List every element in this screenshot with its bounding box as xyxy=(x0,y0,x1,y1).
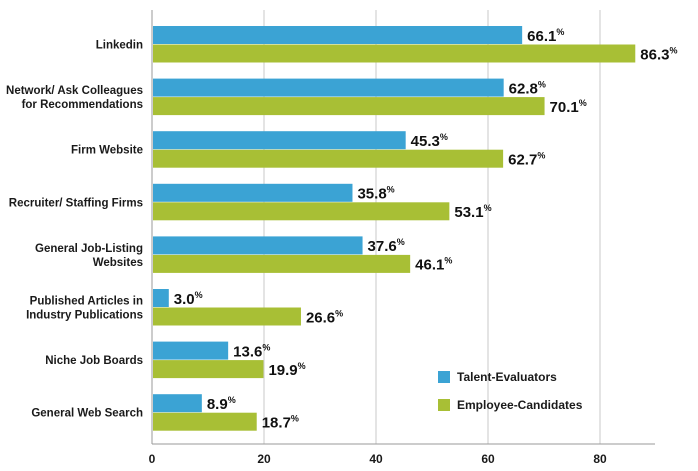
category-label: Published Articles in xyxy=(30,296,143,308)
data-label: 19.9% xyxy=(268,361,305,379)
value-labels: 66.1% 86.3% 62.8%70.1% 45.3% 62.7% 35.8% 53.1%… xyxy=(174,27,678,432)
category-label: Websites xyxy=(93,257,143,269)
data-label: 62.8% xyxy=(509,79,546,97)
gridlines xyxy=(151,10,655,445)
bar-talent-evaluators xyxy=(153,394,202,413)
bar-employee-candidates xyxy=(153,97,545,116)
data-label: 35.8% xyxy=(357,185,394,203)
data-label: 66.1% xyxy=(527,27,564,45)
data-label: 37.6% xyxy=(368,237,405,255)
x-tick-label: 80 xyxy=(593,452,607,466)
data-label: 26.6% xyxy=(306,308,343,326)
category-label: for Recommendations xyxy=(22,99,143,111)
x-axis-ticks: 0 20 40 60 80 xyxy=(149,452,607,466)
legend-label-employee-candidates: Employee-Candidates xyxy=(457,398,583,412)
x-tick-label: 40 xyxy=(369,452,383,466)
x-tick-label: 20 xyxy=(257,452,271,466)
bar-employee-candidates xyxy=(153,360,264,379)
bars xyxy=(153,26,636,431)
category-label: General Web Search xyxy=(31,408,143,420)
data-label: 86.3% xyxy=(640,45,677,63)
data-label: 46.1% xyxy=(415,256,452,274)
data-label: 3.0% xyxy=(174,290,203,308)
category-label: Network/ Ask Colleagues xyxy=(6,85,143,97)
data-label: 18.7% xyxy=(262,413,299,431)
bar-employee-candidates xyxy=(153,202,450,221)
bar-talent-evaluators xyxy=(153,183,353,202)
data-label: 62.7% xyxy=(508,150,545,168)
category-label: Industry Publications xyxy=(26,310,143,322)
bar-employee-candidates xyxy=(153,44,636,63)
bar-employee-candidates xyxy=(153,254,411,273)
data-label: 45.3% xyxy=(411,132,448,150)
bar-talent-evaluators xyxy=(153,236,363,255)
legend-swatch-employee-candidates xyxy=(438,399,450,411)
x-tick-label: 60 xyxy=(481,452,495,466)
bar-talent-evaluators xyxy=(153,289,169,307)
bar-talent-evaluators xyxy=(153,26,523,44)
category-label: Niche Job Boards xyxy=(45,355,143,367)
category-labels: Linkedin Network/ Ask Colleagues for Recom… xyxy=(6,40,143,420)
data-label: 53.1% xyxy=(454,203,491,221)
data-label: 70.1% xyxy=(550,98,587,116)
category-label: Recruiter/ Staffing Firms xyxy=(9,197,143,209)
legend-label-talent-evaluators: Talent-Evaluators xyxy=(457,370,557,384)
category-label: General Job-Listing xyxy=(35,243,143,255)
bar-talent-evaluators xyxy=(153,78,504,97)
category-label: Firm Website xyxy=(71,145,143,157)
bar-talent-evaluators xyxy=(153,131,406,150)
data-label: 8.9% xyxy=(207,395,236,413)
category-label: Linkedin xyxy=(96,40,143,52)
bar-employee-candidates xyxy=(153,307,301,326)
legend: Talent-Evaluators Employee-Candidates xyxy=(438,370,583,412)
bar-employee-candidates xyxy=(153,412,257,431)
data-label: 13.6% xyxy=(233,342,270,360)
legend-swatch-talent-evaluators xyxy=(438,371,450,383)
x-tick-label: 0 xyxy=(149,452,156,466)
bar-talent-evaluators xyxy=(153,341,229,360)
bar-employee-candidates xyxy=(153,149,504,168)
